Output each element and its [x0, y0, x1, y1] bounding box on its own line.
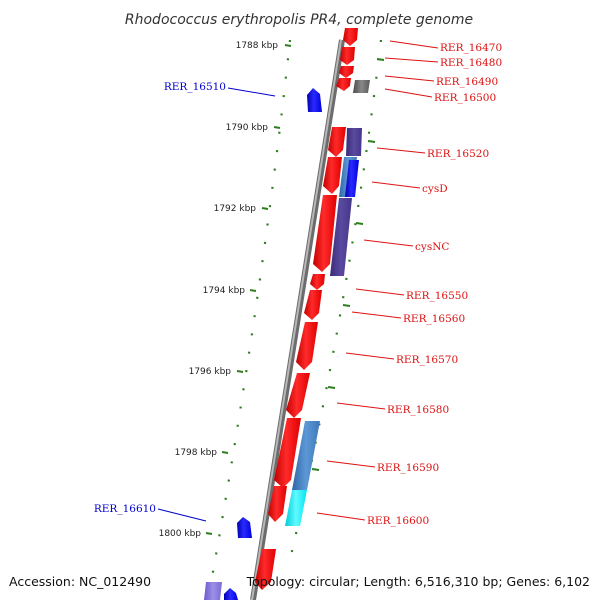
reverse-gene-labels: RER_16510 RER_16610: [94, 81, 226, 515]
ruler-label-1796: 1796 kbp: [189, 367, 232, 377]
reverse-callouts: [157, 87, 276, 522]
cog-box-cysNC[interactable]: [330, 198, 352, 276]
cog-box-RER_16500[interactable]: [353, 80, 370, 93]
gene-label-RER_16500[interactable]: RER_16500: [434, 92, 496, 104]
gene-cysD-arrow[interactable]: [323, 157, 342, 194]
genome-summary: Topology: circular; Length: 6,516,310 bp…: [246, 574, 590, 589]
gene-RER_16500-arrow[interactable]: [336, 78, 351, 91]
gene-label-RER_16610[interactable]: RER_16610: [94, 503, 156, 515]
gene-label-RER_16480[interactable]: RER_16480: [440, 57, 502, 69]
ruler-tick-1794: [249, 289, 257, 292]
gene-label-RER_16590[interactable]: RER_16590: [377, 462, 439, 474]
cog-box-RER_16520[interactable]: [346, 128, 362, 156]
ruler-labels: 1788 kbp 1790 kbp 1792 kbp 1794 kbp 1796…: [159, 41, 279, 539]
gene-label-RER_16550[interactable]: RER_16550: [406, 290, 468, 302]
forward-gene-labels: RER_16470 RER_16480 RER_16490 RER_16500 …: [367, 42, 502, 527]
ruler-tick-1788: [284, 44, 292, 47]
gene-RER_16470-arrow[interactable]: [343, 28, 358, 46]
gene-RER_16600-arrow[interactable]: [268, 486, 287, 522]
ruler-label-1788: 1788 kbp: [236, 41, 279, 51]
gene-label-RER_16580[interactable]: RER_16580: [387, 404, 449, 416]
gene-RER_16610-arrow[interactable]: [237, 517, 252, 538]
gene-label-RER_16600[interactable]: RER_16600: [367, 515, 429, 527]
gene-RER_16550-arrow[interactable]: [310, 274, 325, 290]
reverse-genes: [204, 88, 322, 600]
gene-label-RER_16520[interactable]: RER_16520: [427, 148, 489, 160]
gene-RER_16490-arrow[interactable]: [339, 66, 354, 78]
gene-RER_16560-arrow[interactable]: [304, 290, 322, 320]
gene-RER_16480-arrow[interactable]: [340, 47, 355, 65]
gene-label-RER_16490[interactable]: RER_16490: [436, 76, 498, 88]
genome-backbone-highlight: [251, 39, 342, 600]
forward-genes: [255, 28, 358, 590]
ruler-tick-1796: [236, 370, 244, 373]
ruler-tick-1800: [205, 532, 213, 535]
inner-ruler-dots: [206, 39, 292, 600]
gene-label-RER_16560[interactable]: RER_16560: [403, 313, 465, 325]
ruler-label-1790: 1790 kbp: [226, 123, 269, 133]
gene-RER_16580-arrow[interactable]: [286, 373, 310, 418]
ruler-tick-1798: [221, 451, 229, 454]
gene-RER_16510-arrow[interactable]: [307, 88, 322, 112]
cog-box-cysD-dark[interactable]: [345, 160, 359, 197]
cog-track: [285, 80, 370, 526]
cog-box-bottom[interactable]: [204, 582, 222, 600]
gene-RER_16570-arrow[interactable]: [296, 322, 318, 370]
ruler-label-1794: 1794 kbp: [203, 286, 246, 296]
gene-RER_16520-arrow[interactable]: [328, 127, 346, 157]
forward-callouts: [316, 40, 439, 521]
gene-RER_16590-arrow[interactable]: [274, 418, 301, 488]
gene-label-RER_16510[interactable]: RER_16510: [164, 81, 226, 93]
gene-label-RER_16570[interactable]: RER_16570: [396, 354, 458, 366]
ruler-tick-1792: [261, 207, 269, 210]
ruler-label-1798: 1798 kbp: [175, 448, 218, 458]
ruler-tick-1790: [273, 126, 281, 129]
gene-next-arrow[interactable]: [255, 549, 276, 590]
gene-label-cysNC[interactable]: cysNC: [415, 241, 449, 253]
ruler-label-1800: 1800 kbp: [159, 529, 202, 539]
accession-label: Accession: NC_012490: [9, 574, 151, 589]
cog-box-RER_16600[interactable]: [285, 490, 307, 526]
gene-bottom-reverse-arrow[interactable]: [224, 588, 238, 600]
map-title: Rhodococcus erythropolis PR4, complete g…: [125, 12, 473, 28]
outer-ring-ticks: [311, 58, 385, 471]
gene-label-RER_16470[interactable]: RER_16470: [440, 42, 502, 54]
ruler-label-1792: 1792 kbp: [214, 204, 257, 214]
inner-ruler: [205, 39, 292, 600]
cog-box-RER_16590[interactable]: [292, 421, 320, 490]
gene-label-cysD[interactable]: cysD: [422, 183, 448, 195]
gene-cysNC-arrow[interactable]: [313, 195, 337, 272]
